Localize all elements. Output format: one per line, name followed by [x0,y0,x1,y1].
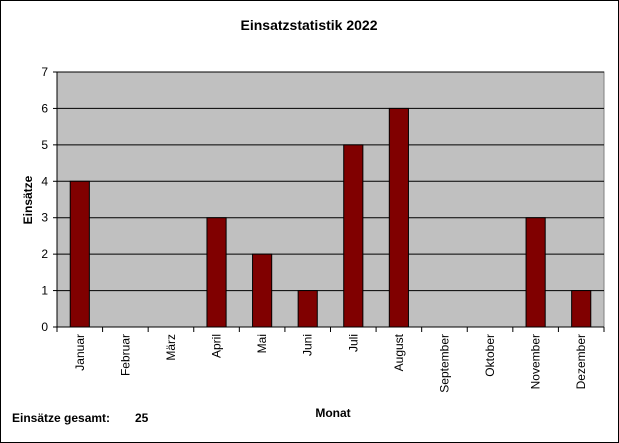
x-tick-label: Juli [346,334,360,352]
y-axis-label: Einsätze [21,175,35,224]
bar [297,290,318,328]
chart-title: Einsatzstatistik 2022 [241,17,378,33]
y-tick-label: 2 [41,247,48,261]
x-tick-label: März [164,334,178,361]
x-tick-label: Juni [301,334,315,356]
x-tick-label: Mai [255,334,269,353]
y-tick-label: 5 [41,138,48,152]
bar [388,107,409,328]
plot-area [56,71,605,328]
bar [525,217,546,328]
x-tick-label: April [210,334,224,358]
x-tick-label: Oktober [483,334,497,377]
x-tick-label: Februar [118,334,132,376]
x-tick-label: Januar [73,334,87,371]
x-axis-label: Monat [315,406,350,420]
x-tick-label: September [437,334,451,393]
bar [69,180,90,328]
x-tick-label: August [392,333,406,371]
y-tick-label: 4 [41,174,48,188]
bar [343,144,364,328]
total-value: 25 [135,411,149,425]
y-tick-label: 1 [41,284,48,298]
y-tick-label: 6 [41,101,48,115]
bar [571,290,592,328]
bar [206,217,227,328]
y-tick-label: 7 [41,65,48,79]
y-tick-label: 0 [41,320,48,334]
x-tick-label: Dezember [574,334,588,389]
total-label: Einsätze gesamt: [12,411,110,425]
bar [252,253,273,328]
x-tick-label: November [529,334,543,389]
y-tick-label: 3 [41,211,48,225]
